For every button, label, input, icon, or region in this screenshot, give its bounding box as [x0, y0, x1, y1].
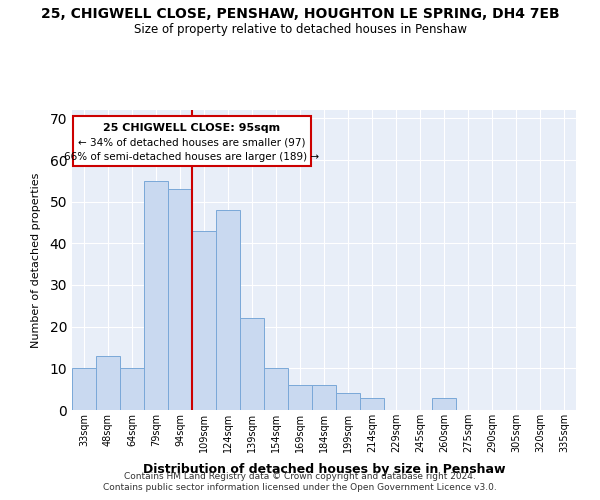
Bar [216, 210, 240, 410]
Text: 25 CHIGWELL CLOSE: 95sqm: 25 CHIGWELL CLOSE: 95sqm [103, 122, 281, 132]
Bar [120, 368, 144, 410]
Y-axis label: Number of detached properties: Number of detached properties [31, 172, 41, 348]
Bar [72, 368, 96, 410]
Text: ← 34% of detached houses are smaller (97): ← 34% of detached houses are smaller (97… [78, 137, 306, 147]
Bar [288, 385, 312, 410]
Bar [96, 356, 120, 410]
Bar [144, 181, 168, 410]
Bar [264, 368, 288, 410]
Bar [168, 189, 192, 410]
Bar [312, 385, 336, 410]
Bar [240, 318, 264, 410]
Text: 66% of semi-detached houses are larger (189) →: 66% of semi-detached houses are larger (… [64, 152, 320, 162]
X-axis label: Distribution of detached houses by size in Penshaw: Distribution of detached houses by size … [143, 464, 505, 476]
Bar [192, 231, 216, 410]
Text: Size of property relative to detached houses in Penshaw: Size of property relative to detached ho… [133, 22, 467, 36]
Bar [432, 398, 456, 410]
FancyBboxPatch shape [73, 116, 311, 166]
Bar [360, 398, 384, 410]
Text: 25, CHIGWELL CLOSE, PENSHAW, HOUGHTON LE SPRING, DH4 7EB: 25, CHIGWELL CLOSE, PENSHAW, HOUGHTON LE… [41, 8, 559, 22]
Text: Contains HM Land Registry data © Crown copyright and database right 2024.: Contains HM Land Registry data © Crown c… [124, 472, 476, 481]
Text: Contains public sector information licensed under the Open Government Licence v3: Contains public sector information licen… [103, 484, 497, 492]
Bar [336, 394, 360, 410]
